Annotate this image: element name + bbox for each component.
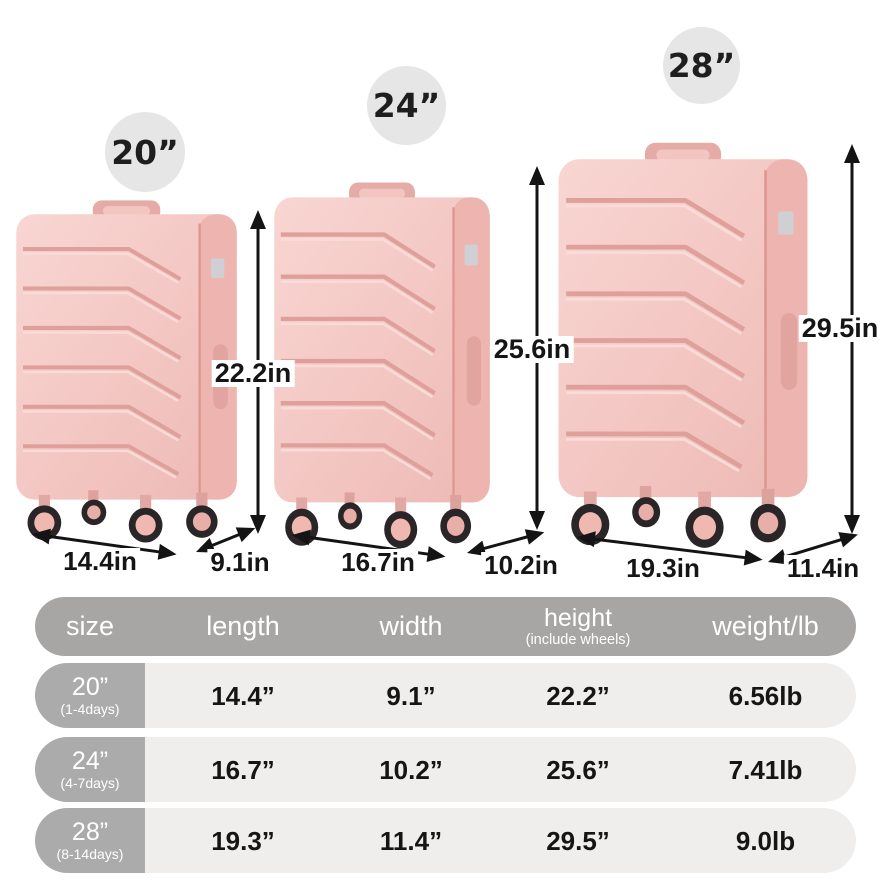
- table-row-24: 24” (4-7days) 16.7” 10.2” 25.6” 7.41lb: [35, 737, 856, 802]
- groove-lines: [566, 198, 746, 469]
- case-body: [274, 197, 490, 503]
- col-header-height: height (include wheels): [525, 603, 631, 648]
- width-label-28: 11.4in: [783, 555, 863, 581]
- row-size-cell: 20” (1-4days): [35, 663, 145, 728]
- size-badge-20: 20”: [105, 112, 185, 192]
- length-label-28: 19.3in: [623, 555, 703, 581]
- col-header-width: width: [379, 611, 443, 641]
- row-width-value: 10.2”: [379, 754, 443, 785]
- row-weight-value: 9.0lb: [735, 825, 796, 856]
- row-length-value: 19.3”: [211, 825, 275, 856]
- row-duration-label: (8-14days): [56, 846, 124, 862]
- size-badge-24-label: 24”: [372, 86, 441, 125]
- row-size-label: 20”: [71, 673, 109, 701]
- groove-highlights: [23, 252, 179, 479]
- row-height-value: 25.6”: [546, 754, 610, 785]
- table-row-20: 20” (1-4days) 14.4” 9.1” 22.2” 6.56lb: [35, 663, 856, 728]
- size-badge-24: 24”: [367, 66, 446, 145]
- groove-highlights: [566, 204, 743, 473]
- case-body: [16, 214, 237, 500]
- height-label-24: 25.6in: [490, 336, 574, 363]
- side-handle-icon: [780, 313, 798, 390]
- row-length-value: 16.7”: [211, 754, 275, 785]
- length-label-24: 16.7in: [338, 549, 418, 575]
- height-label-28: 29.5in: [798, 315, 882, 342]
- height-label-20: 22.2in: [211, 360, 295, 387]
- row-size-cell: 24” (4-7days): [35, 737, 145, 802]
- length-label-20: 14.4in: [60, 548, 140, 574]
- row-size-label: 24”: [71, 747, 109, 775]
- height-header-note: (include wheels): [525, 631, 631, 648]
- suitcase-28-image: [556, 140, 810, 552]
- tsa-lock-icon: [778, 211, 794, 235]
- height-header-label: height: [543, 603, 613, 632]
- size-badge-28: 28”: [663, 27, 740, 104]
- size-badge-20-label: 20”: [111, 132, 179, 172]
- size-badge-28-label: 28”: [667, 46, 736, 85]
- table-row-28: 28” (8-14days) 19.3” 11.4” 29.5” 9.0lb: [35, 808, 856, 873]
- width-label-24: 10.2in: [481, 552, 561, 578]
- col-header-weight: weight/lb: [712, 611, 819, 641]
- row-length-value: 14.4”: [211, 680, 275, 711]
- tsa-lock-icon: [464, 244, 478, 266]
- case-body: [558, 159, 808, 498]
- side-handle-icon: [466, 336, 481, 406]
- row-width-value: 11.4”: [379, 825, 443, 856]
- spec-table-header: size length width height (include wheels…: [35, 597, 856, 656]
- row-weight-value: 7.41lb: [728, 754, 803, 785]
- row-duration-label: (4-7days): [60, 775, 120, 791]
- tsa-lock-icon: [210, 258, 225, 279]
- groove-highlights: [280, 238, 434, 480]
- suitcase-24-image: [272, 180, 492, 552]
- groove-lines: [280, 232, 436, 478]
- col-header-size: size: [65, 611, 114, 641]
- suitcase-20-image: [14, 198, 239, 546]
- row-duration-label: (1-4days): [60, 701, 120, 717]
- width-label-20: 9.1in: [207, 549, 273, 575]
- row-size-label: 28”: [71, 818, 109, 846]
- row-height-value: 22.2”: [546, 680, 610, 711]
- row-weight-value: 6.56lb: [728, 680, 803, 711]
- col-header-length: length: [206, 611, 280, 641]
- row-height-value: 29.5”: [546, 825, 610, 856]
- row-width-value: 9.1”: [386, 680, 436, 711]
- groove-lines: [23, 247, 182, 476]
- row-size-cell: 28” (8-14days): [35, 808, 145, 873]
